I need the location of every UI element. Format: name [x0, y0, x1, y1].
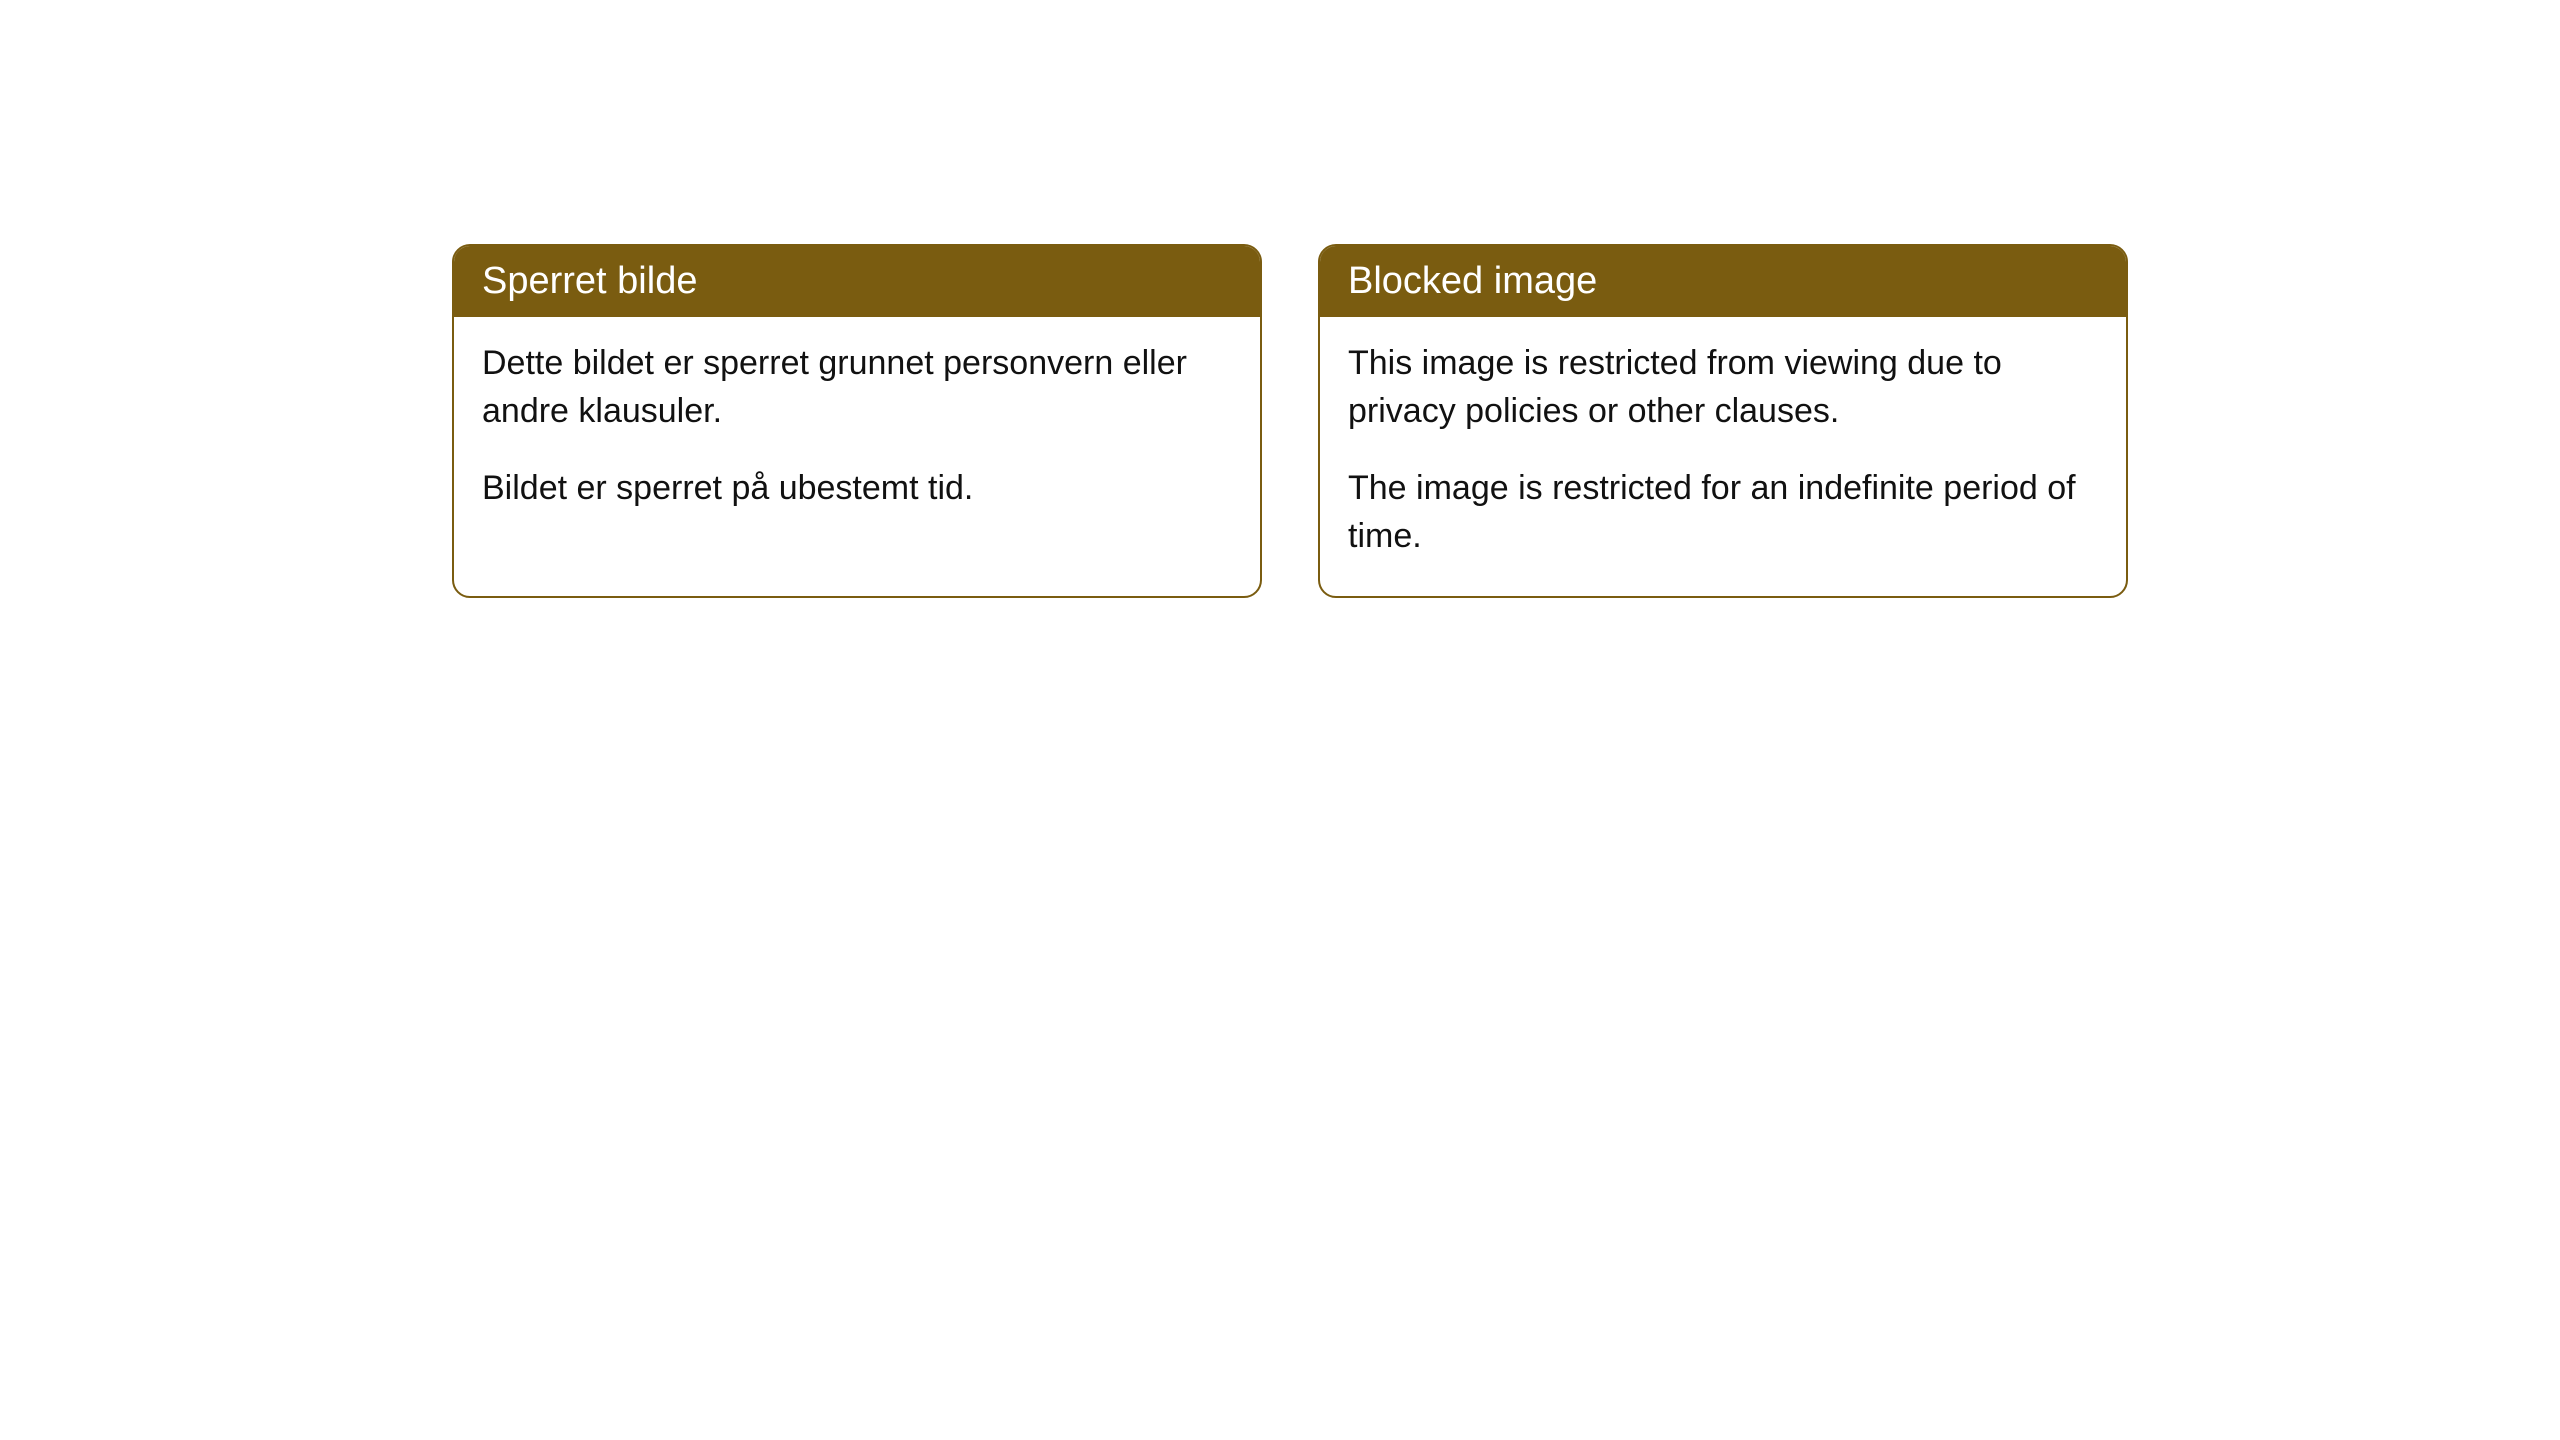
notice-card-english: Blocked image This image is restricted f… — [1318, 244, 2128, 598]
card-paragraph: Bildet er sperret på ubestemt tid. — [482, 464, 1232, 512]
notice-cards-container: Sperret bilde Dette bildet er sperret gr… — [452, 244, 2128, 598]
notice-card-norwegian: Sperret bilde Dette bildet er sperret gr… — [452, 244, 1262, 598]
card-title: Sperret bilde — [482, 260, 697, 302]
card-paragraph: The image is restricted for an indefinit… — [1348, 464, 2098, 561]
card-body: Dette bildet er sperret grunnet personve… — [454, 317, 1260, 548]
card-paragraph: This image is restricted from viewing du… — [1348, 339, 2098, 436]
card-body: This image is restricted from viewing du… — [1320, 317, 2126, 596]
card-header: Blocked image — [1320, 246, 2126, 317]
card-header: Sperret bilde — [454, 246, 1260, 317]
card-paragraph: Dette bildet er sperret grunnet personve… — [482, 339, 1232, 436]
card-title: Blocked image — [1348, 260, 1597, 302]
